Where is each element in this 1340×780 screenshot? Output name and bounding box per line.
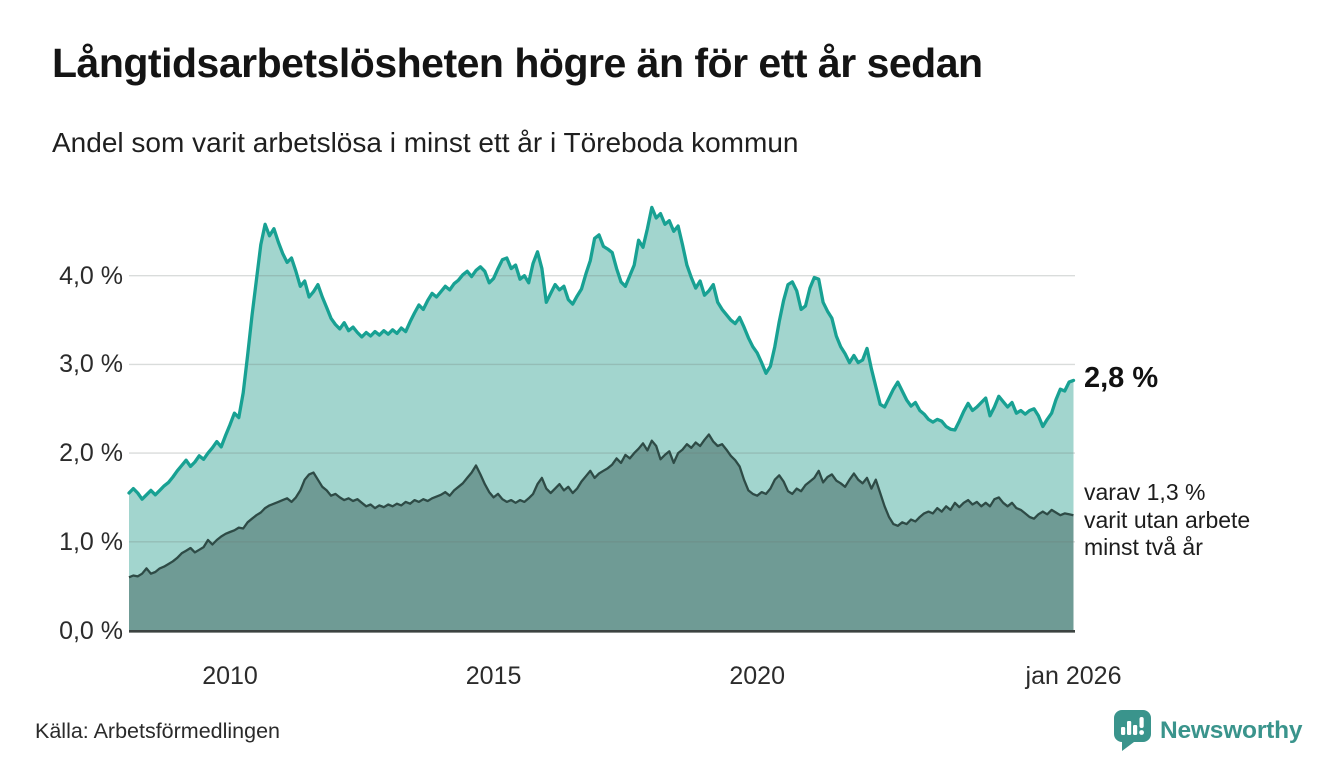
secondary-annotation: varav 1,3 % varit utan arbete minst två …: [1084, 479, 1250, 562]
source-note: Källa: Arbetsförmedlingen: [35, 719, 281, 743]
end-value-label: 2,8 %: [1084, 362, 1159, 395]
x-tick-label: 2015: [465, 662, 522, 690]
secondary-annotation-line: minst två år: [1084, 534, 1203, 560]
x-tick-label: jan 2026: [1025, 662, 1122, 690]
page-title: Långtidsarbetslösheten högre än för ett …: [52, 40, 983, 86]
x-tick-label: 2020: [729, 662, 785, 690]
gridlines: [129, 275, 1075, 543]
y-tick-label: 3,0 %: [59, 350, 123, 379]
x-tick-label: 2010: [202, 662, 258, 690]
secondary-annotation-line: varit utan arbete: [1084, 506, 1251, 533]
series-two-year-area: [129, 434, 1074, 631]
brand-logo: Newsworthy: [1114, 710, 1303, 751]
y-tick-label: 2,0 %: [59, 439, 123, 468]
y-tick-label: 4,0 %: [59, 261, 123, 290]
newsworthy-icon: [1114, 710, 1151, 751]
secondary-annotation-line: varav 1,3 %: [1084, 479, 1206, 505]
series-two-year-line: [128, 433, 1074, 579]
chart-subtitle: Andel som varit arbetslösa i minst ett å…: [52, 127, 799, 158]
y-tick-label: 1,0 %: [59, 527, 123, 556]
series-one-year-line: [127, 205, 1076, 501]
y-tick-label: 0,0 %: [59, 616, 123, 645]
brand-name: Newsworthy: [1160, 716, 1303, 744]
